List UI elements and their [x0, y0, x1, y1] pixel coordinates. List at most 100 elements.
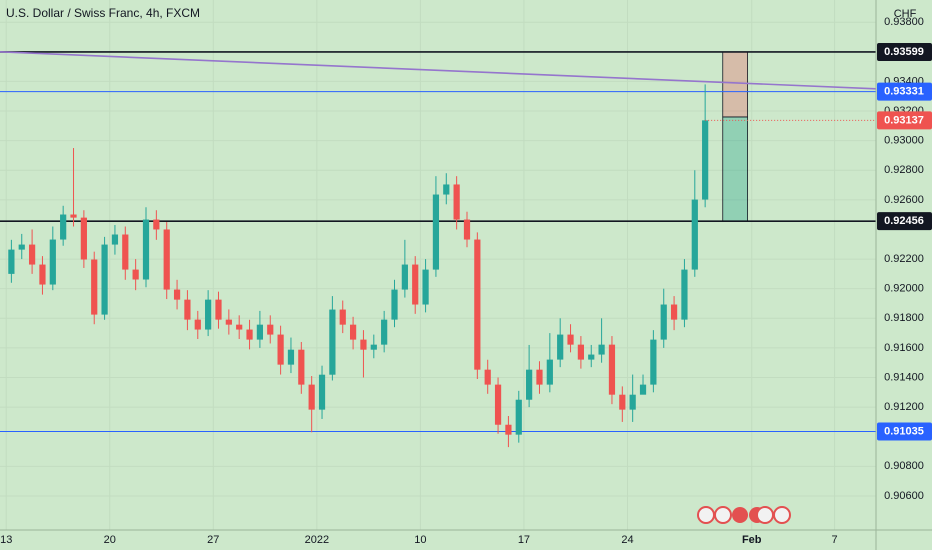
- candle-body: [80, 217, 87, 260]
- x-tick-label: 13: [0, 534, 12, 546]
- candle-body: [474, 239, 481, 370]
- candle-body: [8, 249, 15, 274]
- candle-body: [60, 214, 67, 240]
- candle-body: [629, 394, 636, 410]
- candle-body: [453, 184, 460, 220]
- position-target-zone: [722, 116, 749, 222]
- y-tick-label: 0.92600: [884, 194, 924, 206]
- candle-body: [287, 349, 295, 365]
- x-tick-label: 27: [207, 534, 219, 546]
- candle-body: [194, 319, 201, 330]
- candle-body: [18, 244, 25, 250]
- candle-body: [39, 264, 46, 285]
- price-label-box: [877, 422, 932, 441]
- y-tick-label: 0.92800: [884, 164, 924, 176]
- candle-body: [608, 344, 616, 395]
- candle-body: [308, 384, 315, 410]
- price-label: 0.91035: [884, 425, 924, 437]
- event-icon[interactable]: [756, 506, 774, 524]
- candle-body: [349, 324, 357, 340]
- x-tick-label: 2022: [305, 534, 329, 546]
- candle-body: [567, 334, 574, 345]
- x-tick-label: 10: [414, 534, 426, 546]
- candle-body: [70, 214, 77, 218]
- candle-body: [391, 289, 398, 320]
- candle-body: [153, 219, 160, 230]
- candle-body: [463, 219, 471, 240]
- trendline: [0, 51, 877, 90]
- y-tick-label: 0.91400: [884, 371, 924, 383]
- candle-body: [111, 234, 119, 245]
- position-stop-zone: [722, 51, 749, 118]
- plot: [0, 51, 877, 448]
- candle-body: [246, 329, 253, 340]
- candle-body: [619, 394, 626, 410]
- candle-body: [339, 309, 346, 325]
- y-tick-label: 0.90800: [884, 460, 924, 472]
- candle-body: [670, 304, 678, 320]
- candle-body: [401, 264, 408, 290]
- candle-body: [432, 194, 440, 270]
- candle-body: [557, 334, 564, 360]
- y-tick-label: 0.93800: [884, 16, 924, 28]
- candle-body: [132, 269, 139, 280]
- candle-body: [267, 324, 274, 335]
- candle-body: [163, 229, 170, 290]
- y-tick-label: 0.93000: [884, 135, 924, 147]
- candle-body: [422, 269, 429, 305]
- event-icon[interactable]: [773, 506, 791, 524]
- price-labels: 0.938000.934000.932000.930000.928000.926…: [0, 16, 932, 546]
- candle-body: [702, 120, 709, 200]
- candle-body: [236, 324, 243, 330]
- candle-body: [412, 264, 419, 305]
- price-label-box: [877, 111, 932, 130]
- candle-body: [598, 344, 605, 355]
- candle-body: [381, 319, 388, 345]
- candle-body: [360, 339, 367, 350]
- price-label-box: [877, 82, 932, 101]
- candle-body: [256, 324, 264, 340]
- candle-body: [28, 244, 36, 265]
- candle-body: [443, 184, 450, 195]
- event-icon[interactable]: [697, 506, 715, 524]
- candle-body: [318, 374, 326, 410]
- candle-body: [142, 219, 150, 280]
- currency-label: CHF: [894, 8, 917, 20]
- candle-body: [681, 269, 688, 320]
- candle-body: [91, 259, 98, 315]
- candle-body: [215, 299, 222, 320]
- candle-body: [298, 349, 305, 385]
- candle-body: [660, 304, 667, 340]
- candle-body: [49, 239, 56, 285]
- chart-title: U.S. Dollar / Swiss Franc, 4h, FXCM: [6, 6, 200, 20]
- event-icon[interactable]: [714, 506, 732, 524]
- y-tick-label: 0.91800: [884, 312, 924, 324]
- candle-body: [546, 359, 553, 385]
- candle-body: [484, 369, 491, 385]
- price-label: 0.92456: [884, 215, 924, 227]
- y-tick-label: 0.92000: [884, 283, 924, 295]
- candle-body: [101, 244, 108, 315]
- candle-body: [691, 199, 698, 270]
- price-label-box: [877, 212, 932, 231]
- candle-body: [277, 334, 284, 365]
- y-tick-label: 0.90600: [884, 490, 924, 502]
- price-label-box: [877, 42, 932, 61]
- y-tick-label: 0.91200: [884, 401, 924, 413]
- candle-body: [639, 384, 647, 395]
- candle-body: [205, 299, 212, 330]
- candle-body: [536, 369, 543, 385]
- event-icon[interactable]: [732, 507, 748, 523]
- price-label: 0.93137: [884, 114, 924, 126]
- x-tick-label: Feb: [742, 534, 762, 546]
- x-tick-label: 24: [621, 534, 633, 546]
- candle-body: [370, 344, 377, 350]
- candle-body: [173, 289, 181, 300]
- price-label: 0.93331: [884, 86, 924, 98]
- grid: [0, 0, 876, 530]
- y-tick-label: 0.92200: [884, 253, 924, 265]
- x-tick-label: 17: [518, 534, 530, 546]
